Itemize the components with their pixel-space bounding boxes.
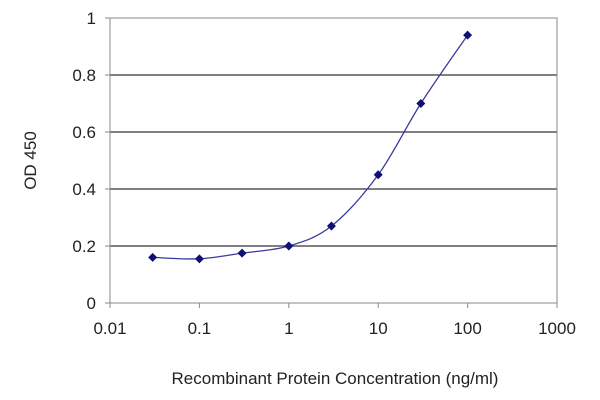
x-tick-label: 0.01 [93, 319, 126, 338]
data-points [148, 30, 473, 264]
x-tick-label: 100 [453, 319, 481, 338]
gridlines [110, 17, 557, 247]
y-axis-ticks: 0 0.2 0.4 0.6 0.8 1 [72, 9, 110, 313]
y-tick-label: 0 [87, 294, 96, 313]
data-point [148, 252, 158, 262]
data-point [326, 221, 336, 231]
fit-curve [152, 34, 469, 260]
x-axis-ticks: 0.01 0.1 1 10 100 1000 [93, 303, 576, 338]
data-point [416, 99, 426, 108]
data-point [373, 170, 383, 180]
plot-frame [109, 17, 558, 304]
y-tick-label: 0.6 [72, 123, 96, 142]
y-tick-label: 0.8 [72, 66, 96, 85]
x-tick-label: 1 [284, 319, 293, 338]
data-point [194, 254, 204, 264]
x-tick-label: 0.1 [188, 319, 212, 338]
data-point [463, 30, 473, 40]
y-axis-title: OD 450 [21, 131, 40, 190]
y-tick-label: 0.4 [72, 180, 96, 199]
data-point [284, 241, 294, 251]
y-tick-label: 0.2 [72, 237, 96, 256]
y-tick-label: 1 [87, 9, 96, 28]
x-axis-title: Recombinant Protein Concentration (ng/ml… [172, 369, 499, 388]
x-tick-label: 10 [369, 319, 388, 338]
x-tick-label: 1000 [538, 319, 576, 338]
data-point [237, 248, 247, 258]
